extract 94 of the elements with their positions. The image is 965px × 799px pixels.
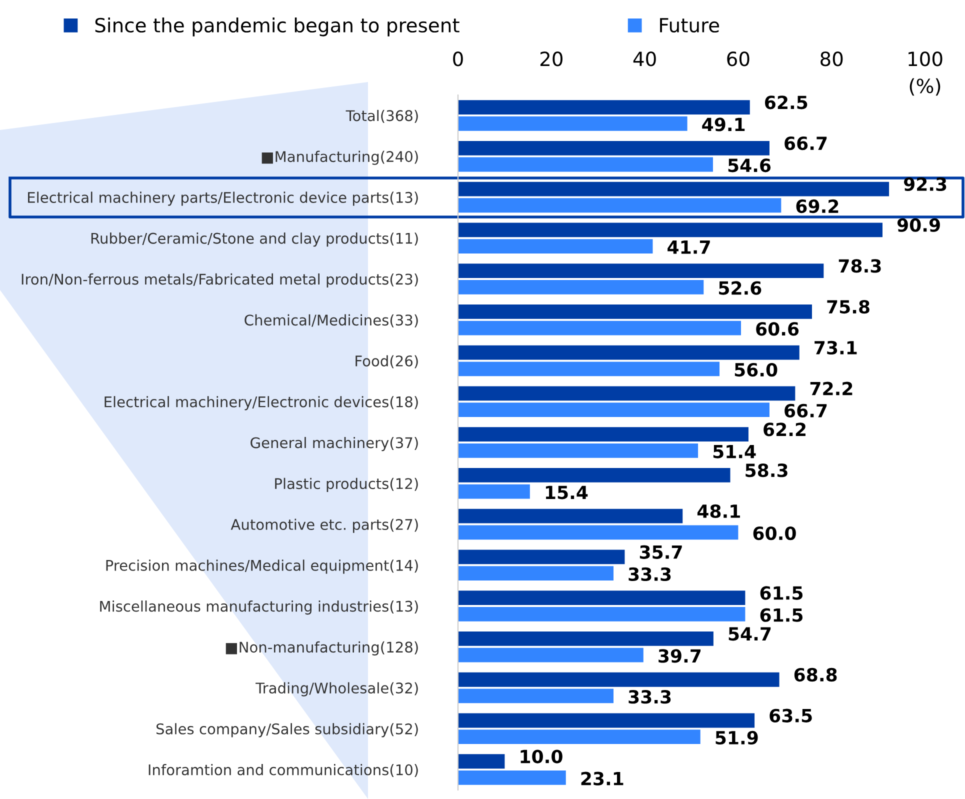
legend-label: Since the pandemic began to present xyxy=(95,18,460,36)
data-label: 72.2 xyxy=(810,382,852,396)
data-label: 63.5 xyxy=(770,708,812,722)
data-label: 62.5 xyxy=(765,96,808,110)
data-label: 52.6 xyxy=(719,281,762,295)
bar xyxy=(458,525,738,540)
y-tick-label: ■Manufacturing(240) xyxy=(262,150,418,165)
data-label: 58.3 xyxy=(746,464,788,478)
data-label: 54.6 xyxy=(728,158,771,172)
data-label: 35.7 xyxy=(640,545,682,559)
legend-label: Future xyxy=(660,18,720,33)
y-tick-label: Rubber/Ceramic/Stone and clay products(11) xyxy=(91,232,418,247)
bar xyxy=(458,222,883,238)
data-label: 61.5 xyxy=(760,608,802,622)
data-label: 66.7 xyxy=(784,404,827,418)
bar xyxy=(458,264,824,278)
y-tick-label: General machinery(37) xyxy=(250,436,418,452)
data-label: 48.1 xyxy=(697,504,740,518)
data-label: 60.6 xyxy=(756,322,799,336)
y-tick-label: Automotive etc. parts(27) xyxy=(230,518,418,533)
bar xyxy=(458,443,698,458)
data-label: 51.4 xyxy=(713,444,756,458)
x-tick-label: 40 xyxy=(633,52,656,66)
bar xyxy=(458,198,782,213)
data-label: 69.2 xyxy=(796,199,838,214)
bar xyxy=(458,607,746,622)
bar xyxy=(458,182,890,196)
y-tick-label: Sales company/Sales subsidiary(52) xyxy=(156,723,418,738)
bar xyxy=(458,427,748,442)
x-tick-label: 60 xyxy=(727,52,750,66)
y-tick-label: Food(26) xyxy=(356,355,418,368)
data-label: 33.3 xyxy=(628,690,671,704)
bar xyxy=(458,386,796,401)
bar xyxy=(458,239,653,254)
data-label: 56.0 xyxy=(734,362,778,377)
x-tick-label: 100 xyxy=(908,52,942,66)
bar xyxy=(458,157,713,172)
bar xyxy=(458,550,625,564)
bar xyxy=(458,566,614,581)
data-label: 61.5 xyxy=(760,586,802,600)
data-label: 51.9 xyxy=(716,730,758,745)
y-tick-label: Plastic products(12) xyxy=(275,478,418,492)
y-tick-label: Inforamtion and communications(10) xyxy=(148,764,418,778)
data-label: 39.7 xyxy=(658,649,701,663)
y-tick-label: Miscellaneous manufacturing industries(13) xyxy=(100,600,418,615)
data-label: 73.1 xyxy=(814,340,857,355)
bar xyxy=(458,345,800,360)
bar xyxy=(458,116,688,131)
bar xyxy=(458,484,530,499)
y-tick-label: Iron/Non-ferrous metals/Fabricated metal products(23) xyxy=(22,273,418,288)
bar xyxy=(458,508,683,524)
y-tick-label: Trading/Wholesale(32) xyxy=(256,682,418,696)
x-axis-title: (%) xyxy=(910,78,940,96)
bar xyxy=(458,140,770,156)
bar xyxy=(458,468,730,482)
bar xyxy=(458,632,714,646)
bar xyxy=(458,362,720,376)
bar xyxy=(458,730,700,744)
bar xyxy=(458,770,566,785)
data-label: 15.4 xyxy=(546,486,588,500)
data-label: 78.3 xyxy=(838,259,881,273)
bar xyxy=(458,688,614,704)
data-label: 10.0 xyxy=(520,750,562,764)
bar xyxy=(458,402,770,417)
bar xyxy=(458,320,741,336)
y-tick-label: Precision machines/Medical equipment(14) xyxy=(106,560,418,574)
bar xyxy=(458,590,746,606)
y-tick-label: Electrical machinery parts/Electronic device parts(13) xyxy=(28,192,418,206)
bar xyxy=(458,100,750,114)
data-label: 41.7 xyxy=(668,240,710,254)
y-tick-label: Electrical machinery/Electronic devices(18) xyxy=(104,396,418,410)
x-tick-label: 80 xyxy=(820,52,843,66)
x-tick-label: 20 xyxy=(540,52,562,66)
data-label: 90.9 xyxy=(897,218,940,232)
bar xyxy=(458,713,755,728)
x-tick-label: 0 xyxy=(453,52,463,66)
data-label: 92.3 xyxy=(904,177,946,191)
data-label: 33.3 xyxy=(628,567,671,582)
y-tick-label: Total(368) xyxy=(346,110,418,123)
data-label: 54.7 xyxy=(728,627,771,641)
data-label: 49.1 xyxy=(702,118,745,132)
data-label: 68.8 xyxy=(794,668,837,682)
bar xyxy=(458,672,780,687)
y-tick-label: Chemical/Medicines(33) xyxy=(244,314,418,328)
data-label: 60.0 xyxy=(753,526,796,540)
data-label: 62.2 xyxy=(764,422,806,436)
bar xyxy=(458,754,505,769)
bar xyxy=(458,304,812,319)
bar xyxy=(458,648,644,662)
bar xyxy=(458,280,704,294)
data-label: 23.1 xyxy=(581,772,624,786)
data-label: 66.7 xyxy=(784,136,827,150)
y-tick-label: ■Non-manufacturing(128) xyxy=(226,641,418,656)
data-label: 75.8 xyxy=(827,300,870,314)
